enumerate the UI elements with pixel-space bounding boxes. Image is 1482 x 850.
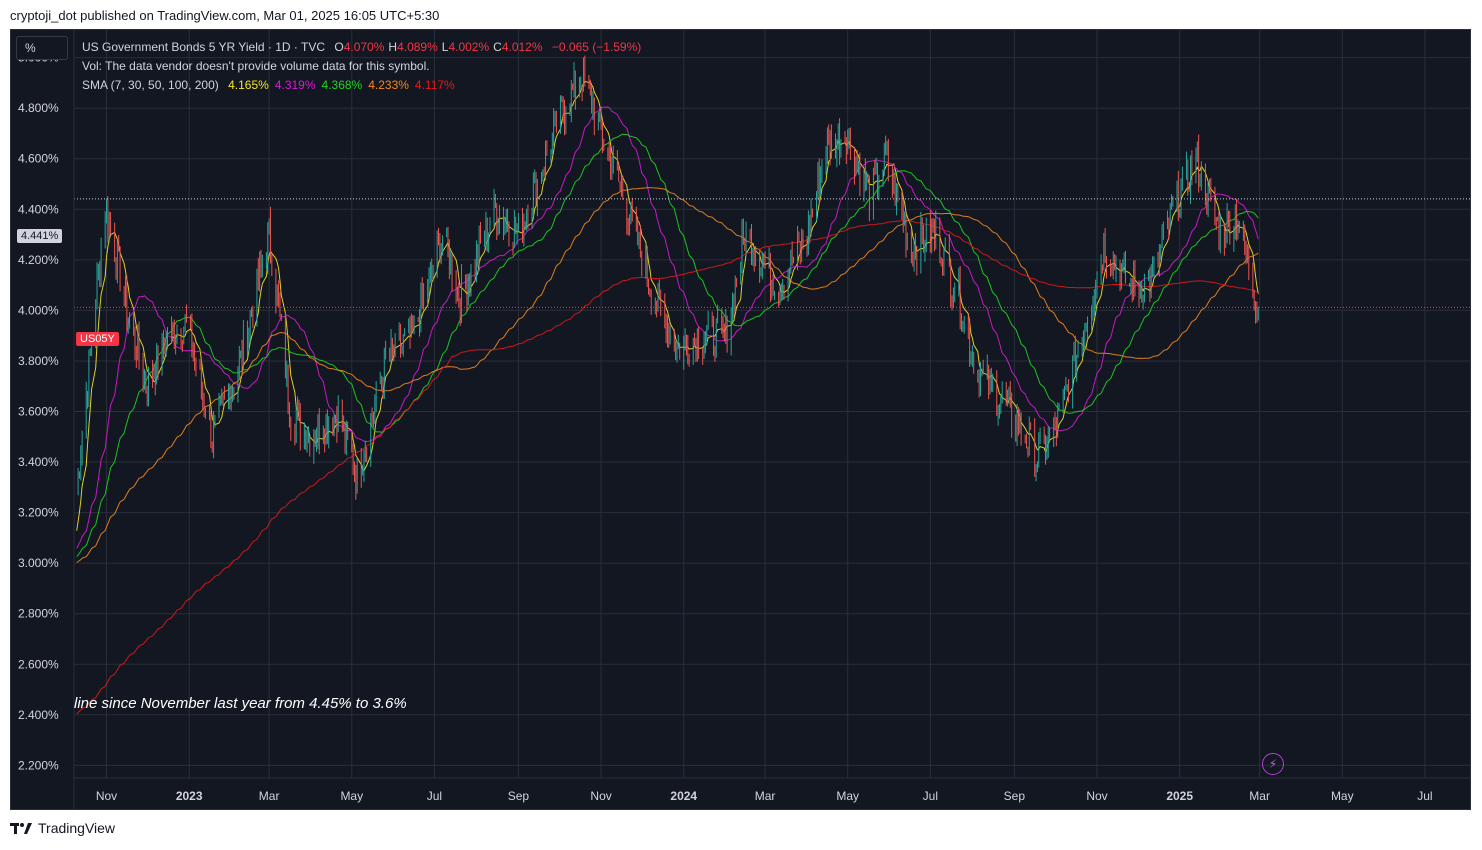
ohlc-l: L4.002% bbox=[441, 40, 490, 54]
x-tick-label: 2023 bbox=[176, 789, 203, 803]
brand-name: TradingView bbox=[38, 820, 116, 836]
ohlc-h: H4.089% bbox=[388, 40, 438, 54]
sma-value-1: 4.165% bbox=[228, 78, 269, 92]
current-price-label: 4.441% bbox=[17, 229, 63, 243]
y-axis: 5.000%4.800%4.600%4.400%4.200%4.000%3.80… bbox=[18, 29, 75, 810]
sma-line-200 bbox=[76, 220, 1259, 715]
chart-annotation: line since November last year from 4.45%… bbox=[74, 695, 407, 712]
x-tick-label: Sep bbox=[1004, 789, 1026, 803]
x-tick-label: Mar bbox=[1249, 789, 1270, 803]
sma-line-30 bbox=[76, 106, 1259, 549]
price-chart[interactable]: 5.000%4.800%4.600%4.400%4.200%4.000%3.80… bbox=[10, 29, 1471, 810]
sma-value-2: 4.319% bbox=[274, 78, 316, 92]
candles bbox=[77, 55, 1259, 500]
moving-averages bbox=[76, 80, 1259, 715]
x-tick-label: 2024 bbox=[670, 789, 697, 803]
x-tick-label: May bbox=[836, 789, 859, 803]
symbol-price-label: US05Y bbox=[76, 332, 119, 346]
x-tick-label: May bbox=[340, 789, 363, 803]
y-tick-label: 3.800% bbox=[18, 354, 59, 368]
volume-note: Vol: The data vendor doesn't provide vol… bbox=[82, 59, 430, 73]
sma-value-4: 4.233% bbox=[368, 78, 409, 92]
x-tick-label: Nov bbox=[1086, 789, 1107, 803]
x-tick-label: Jul bbox=[427, 789, 442, 803]
lightning-bolt-icon[interactable]: ⚡ bbox=[1262, 753, 1284, 775]
y-tick-label: 2.800% bbox=[18, 607, 59, 621]
sma-values: 4.165% 4.319% 4.368% 4.233% 4.117% bbox=[222, 78, 455, 92]
sma-value-5: 4.117% bbox=[414, 78, 455, 92]
legend-change: −0.065 (−1.59%) bbox=[551, 40, 642, 54]
y-tick-label: 4.000% bbox=[18, 303, 59, 317]
published-line: cryptoji_dot published on TradingView.co… bbox=[10, 8, 440, 23]
sma-line-100 bbox=[76, 186, 1259, 563]
percent-scale-button[interactable]: % bbox=[16, 36, 68, 60]
legend-ohlc: O4.070% H4.089% L4.002% C4.012% bbox=[328, 40, 542, 54]
tradingview-logo-icon bbox=[10, 823, 32, 834]
legend-title: US Government Bonds 5 YR Yield · 1D · TV… bbox=[82, 40, 325, 54]
x-tick-label: Nov bbox=[590, 789, 611, 803]
y-tick-label: 4.600% bbox=[18, 152, 59, 166]
x-tick-label: Jul bbox=[923, 789, 938, 803]
x-tick-label: Mar bbox=[259, 789, 280, 803]
ohlc-o: O4.070% bbox=[334, 40, 385, 54]
x-tick-label: Jul bbox=[1417, 789, 1432, 803]
x-tick-label: May bbox=[1331, 789, 1354, 803]
x-tick-label: Nov bbox=[96, 789, 117, 803]
x-tick-label: Sep bbox=[508, 789, 530, 803]
x-tick-label: 2025 bbox=[1166, 789, 1193, 803]
footer-brand[interactable]: TradingView bbox=[10, 820, 115, 836]
chart-legend: US Government Bonds 5 YR Yield · 1D · TV… bbox=[82, 38, 641, 95]
y-tick-label: 4.400% bbox=[18, 202, 59, 216]
y-tick-label: 2.400% bbox=[18, 708, 59, 722]
sma-line-7 bbox=[76, 80, 1259, 531]
sma-value-3: 4.368% bbox=[321, 78, 363, 92]
grid-lines bbox=[74, 29, 1471, 778]
x-axis: Nov 2023 Mar May Jul Sep Nov 2024 Mar May Jul Sep No… bbox=[74, 777, 1471, 803]
y-tick-label: 3.400% bbox=[18, 455, 59, 469]
price-lines bbox=[74, 198, 1471, 308]
x-tick-label: Mar bbox=[755, 789, 776, 803]
y-tick-label: 3.000% bbox=[18, 556, 59, 570]
y-tick-label: 2.200% bbox=[18, 758, 59, 772]
ohlc-c: C4.012% bbox=[493, 40, 543, 54]
y-tick-label: 2.600% bbox=[18, 657, 59, 671]
sma-label[interactable]: SMA (7, 30, 50, 100, 200) bbox=[82, 78, 219, 92]
y-tick-label: 4.800% bbox=[18, 101, 59, 115]
y-tick-label: 3.600% bbox=[18, 405, 59, 419]
y-tick-label: 3.200% bbox=[18, 506, 59, 520]
y-tick-label: 4.200% bbox=[18, 253, 59, 267]
